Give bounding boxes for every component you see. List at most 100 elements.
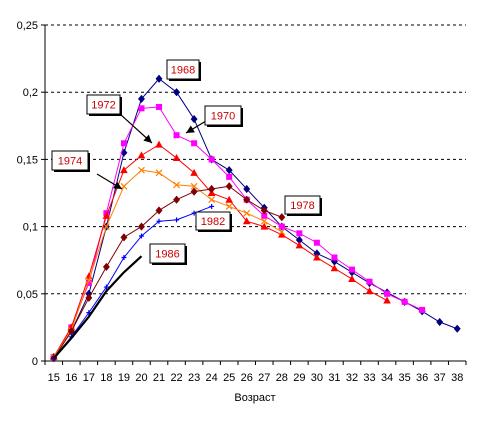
x-tick-label: 34	[381, 372, 393, 384]
data-point	[225, 203, 233, 210]
x-tick-label: 28	[276, 372, 288, 384]
series-line-1968	[53, 78, 458, 358]
x-tick-label: 25	[223, 372, 235, 384]
data-point	[155, 206, 163, 215]
data-point	[296, 230, 303, 237]
x-tick-label: 18	[100, 372, 112, 384]
data-point	[172, 154, 181, 162]
callout-box	[86, 94, 121, 115]
data-point	[85, 276, 93, 284]
series-group	[49, 74, 461, 363]
data-point	[120, 140, 127, 147]
data-point	[121, 255, 127, 261]
data-point	[156, 218, 162, 224]
x-tick-label: 30	[311, 372, 323, 384]
callout-1970: 1970	[185, 105, 243, 134]
data-point	[225, 195, 233, 203]
callout-box	[195, 211, 231, 231]
x-tick-label: 23	[188, 372, 200, 384]
callout-label: 1972	[91, 100, 115, 112]
x-tick-label: 32	[346, 372, 358, 384]
callout-1972: 1972	[86, 94, 153, 144]
callout-label: 1978	[290, 200, 314, 212]
x-axis-title: Возраст	[234, 392, 275, 404]
data-point	[190, 182, 198, 190]
callout-label: 1970	[211, 111, 235, 123]
data-point	[138, 105, 145, 112]
x-tick-label: 26	[241, 372, 253, 384]
callout-1986: 1986	[149, 243, 187, 265]
x-tick-label: 35	[398, 372, 410, 384]
data-point	[243, 184, 251, 194]
data-point	[190, 114, 198, 124]
data-point	[173, 181, 180, 189]
data-point	[120, 233, 128, 242]
data-point	[401, 298, 408, 305]
callout-label: 1968	[171, 65, 195, 77]
callout-box	[204, 105, 242, 126]
series-line-1986	[52, 255, 143, 360]
data-point	[243, 209, 251, 217]
series-line-1974	[53, 169, 283, 358]
y-tick-label: 0,2	[23, 87, 38, 99]
data-point	[173, 132, 180, 139]
y-tick-label: 0,05	[17, 289, 38, 301]
x-tick-label: 31	[328, 372, 340, 384]
data-point	[278, 213, 286, 222]
data-point	[243, 195, 251, 204]
series-line-1982	[53, 205, 212, 359]
series-1968	[50, 74, 461, 362]
x-tick-label: 33	[363, 372, 375, 384]
data-point	[313, 239, 320, 246]
callout-1982: 1982	[195, 211, 232, 232]
data-point	[173, 88, 181, 97]
data-point	[419, 306, 426, 313]
data-point	[383, 296, 391, 304]
data-point	[260, 217, 268, 225]
data-point	[102, 262, 110, 272]
x-tick-label: 19	[118, 372, 130, 384]
data-point	[365, 287, 374, 295]
x-tick-label: 15	[48, 372, 60, 384]
callout-arrowhead	[143, 134, 152, 143]
x-tick-labels: 15 16 17 18 19 20 21 22 23 24 25 26 27 28 29 30 31 32 33 34…	[44, 361, 467, 384]
y-tick-label: 0,1	[23, 222, 38, 234]
data-point	[278, 223, 285, 230]
data-point	[102, 223, 110, 231]
callout-1974: 1974	[51, 150, 123, 190]
x-tick-label: 27	[258, 372, 270, 384]
data-point	[348, 275, 356, 283]
data-point	[384, 290, 391, 297]
data-point	[85, 272, 93, 280]
data-point	[85, 293, 93, 303]
x-tick-label: 22	[170, 372, 182, 384]
data-point	[453, 324, 461, 333]
series-line-1972	[53, 144, 388, 358]
series-1970	[50, 103, 426, 360]
data-point	[155, 140, 163, 148]
data-point	[348, 266, 355, 273]
callout-label: 1982	[201, 216, 225, 228]
callout-box	[149, 243, 186, 264]
data-point	[137, 222, 146, 231]
data-point	[137, 94, 146, 104]
data-point	[85, 280, 92, 287]
callout-box	[51, 150, 89, 171]
data-point	[137, 151, 146, 159]
x-tick-label: 29	[293, 372, 305, 384]
data-point	[120, 166, 128, 174]
data-point	[155, 74, 163, 83]
gridlines	[45, 24, 466, 295]
data-point	[102, 211, 111, 219]
series-line-1970	[53, 106, 423, 358]
data-point	[208, 184, 216, 194]
x-tick-label: 37	[434, 372, 446, 384]
callout-1978: 1978	[284, 195, 322, 216]
y-tick-labels: 0 0,05 0,1 0,15 0,2 0,25	[17, 20, 45, 368]
callouts: 1968 1970 1972 1974 1978 1982 1986	[51, 59, 322, 265]
data-point	[103, 284, 109, 290]
series-1986	[52, 255, 143, 360]
data-point	[191, 140, 198, 147]
data-point	[226, 173, 233, 180]
